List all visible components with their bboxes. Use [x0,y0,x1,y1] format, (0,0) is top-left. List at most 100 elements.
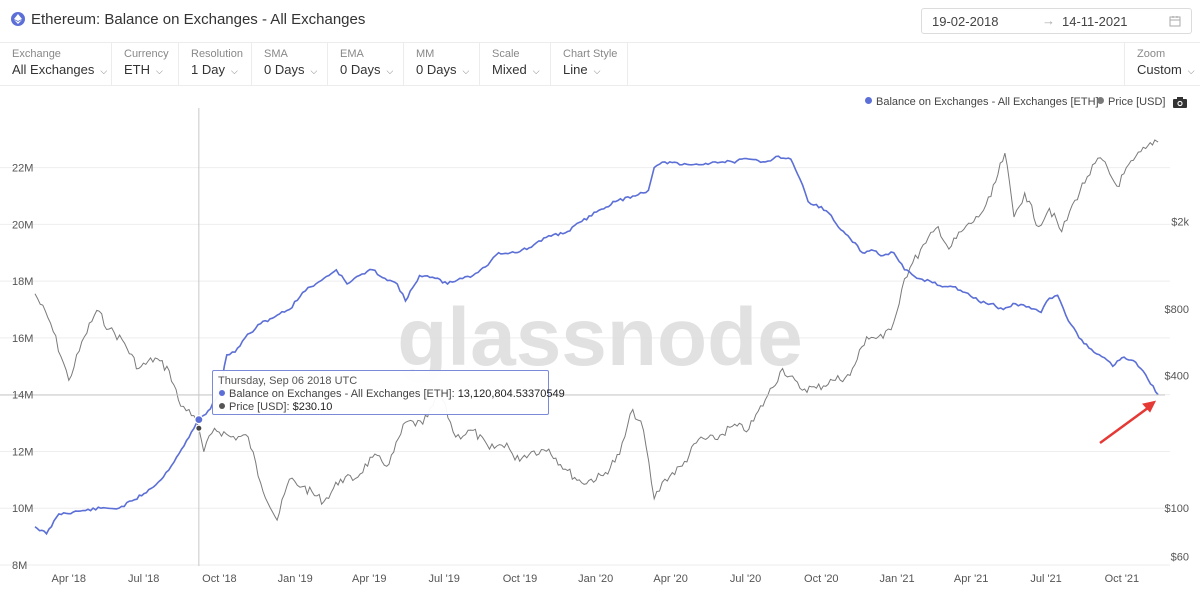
tooltip-balance-value: 13,120,804.53370549 [457,388,565,400]
annotation-arrow [1099,400,1157,445]
x-tick-label: Oct '18 [202,573,237,585]
y-left-tick-label: 16M [12,333,33,345]
chevron-down-icon: ⌵ [156,66,163,76]
exchange-label: Exchange [12,48,61,60]
x-tick-label: Jul '21 [1030,573,1061,585]
date-to[interactable]: 14-11-2021 [1062,14,1128,29]
tooltip-price-dot [219,403,225,409]
chevron-down-icon: ⌵ [462,66,470,76]
currency-label: Currency [124,48,169,60]
mm-label: MM [416,48,435,60]
ema-value: 0 Days [340,62,381,77]
sma-value: 0 Days [264,62,305,77]
x-tick-label: Jul '19 [428,573,459,585]
legend-swatch-balance [865,97,872,104]
scale-value: Mixed [492,62,527,77]
x-tick-label: Oct '19 [503,573,538,585]
currency-select[interactable]: Currency ETH ⌵ [112,43,179,85]
chevron-down-icon: ⌵ [532,66,540,76]
chevron-down-icon: ⌵ [593,66,601,76]
y-left-tick-label: 22M [12,163,33,175]
chart-style-select[interactable]: Chart Style Line ⌵ [551,43,628,85]
ethereum-icon [11,12,25,26]
legend-swatch-price [1097,97,1104,104]
chevron-down-icon: ⌵ [1187,66,1195,76]
resolution-label: Resolution [191,48,243,60]
exchange-value: All Exchanges [12,62,95,77]
x-tick-label: Oct '20 [804,573,839,585]
chevron-down-icon: ⌵ [100,66,108,76]
x-tick-label: Apr '19 [352,573,387,585]
chart-style-label: Chart Style [563,48,618,60]
arrow-shaft [1099,404,1152,445]
y-right-tick-label: $100 [1165,503,1189,515]
currency-value: ETH [124,62,150,77]
y-left-tick-label: 14M [12,390,33,402]
tooltip-balance-dot [219,390,225,396]
zoom-select[interactable]: Zoom Custom ⌵ [1124,43,1200,85]
mm-value: 0 Days [416,62,457,77]
sma-label: SMA [264,48,288,60]
date-range-picker[interactable]: 19-02-2018 → 14-11-2021 [921,8,1192,34]
arrow-head [1142,400,1157,413]
ema-label: EMA [340,48,364,60]
resolution-value: 1 Day [191,62,225,77]
x-tick-label: Jul '18 [128,573,159,585]
axis-ticks: 8M 10M 12M 14M 16M 18M 20M 22M $60 $100 $400 $800 $2… [12,163,1189,585]
scale-label: Scale [492,48,520,60]
zoom-label: Zoom [1137,48,1166,60]
chart-header: Ethereum: Balance on Exchanges - All Exc… [0,0,1200,40]
legend-label-balance: Balance on Exchanges - All Exchanges [ET… [876,96,1099,108]
x-tick-label: Apr '21 [954,573,989,585]
tooltip-price-value: $230.10 [292,401,333,413]
mm-select[interactable]: MM 0 Days ⌵ [404,43,480,85]
price-series [34,139,1159,522]
date-from[interactable]: 19-02-2018 [932,14,999,29]
price-line [34,139,1159,522]
arrow-right-icon: → [1042,13,1055,28]
y-left-tick-label: 12M [12,446,33,458]
x-tick-label: Jan '20 [578,573,613,585]
x-tick-label: Apr '18 [51,573,86,585]
y-right-tick-label: $400 [1165,370,1189,382]
chart-style-value: Line [563,62,588,77]
chart-legend: Balance on Exchanges - All Exchanges [ET… [865,96,1190,112]
crosshair [0,108,1165,566]
chevron-down-icon: ⌵ [386,66,394,76]
tooltip-date: Thursday, Sep 06 2018 UTC [218,375,358,387]
hover-marker-price [195,424,203,432]
x-tick-label: Apr '20 [653,573,688,585]
watermark: glassnode [397,292,803,383]
y-left-tick-label: 8M [12,560,27,572]
ema-select[interactable]: EMA 0 Days ⌵ [328,43,404,85]
y-right-tick-label: $60 [1171,552,1189,564]
calendar-icon[interactable] [1169,15,1181,27]
zoom-value: Custom [1137,62,1182,77]
page-title: Ethereum: Balance on Exchanges - All Exc… [31,11,366,28]
hover-marker-balance [194,415,204,425]
scale-select[interactable]: Scale Mixed ⌵ [480,43,551,85]
y-right-tick-label: $2k [1171,217,1189,229]
exchange-select[interactable]: Exchange All Exchanges ⌵ [0,43,112,85]
tooltip-price-label: Price [USD]: [229,401,290,413]
x-tick-label: Jan '21 [879,573,914,585]
legend-item-balance[interactable]: Balance on Exchanges - All Exchanges [ET… [865,96,1099,108]
chevron-down-icon: ⌵ [310,66,318,76]
legend-label-price: Price [USD] [1108,96,1166,108]
chart-controls: Exchange All Exchanges ⌵ Currency ETH ⌵ Re… [0,42,1200,86]
y-right-tick-label: $800 [1165,304,1189,316]
legend-item-price[interactable]: Price [USD] [1097,96,1165,108]
sma-select[interactable]: SMA 0 Days ⌵ [252,43,328,85]
y-left-tick-label: 18M [12,276,33,288]
resolution-select[interactable]: Resolution 1 Day ⌵ [179,43,252,85]
y-left-tick-label: 20M [12,219,33,231]
x-tick-label: Oct '21 [1105,573,1140,585]
chevron-down-icon: ⌵ [230,66,238,76]
x-tick-label: Jan '19 [278,573,313,585]
tooltip-balance-label: Balance on Exchanges - All Exchanges [ET… [229,388,455,400]
camera-icon[interactable] [1173,96,1187,108]
hover-tooltip: Thursday, Sep 06 2018 UTC Balance on Exc… [212,370,565,415]
x-tick-label: Jul '20 [730,573,761,585]
y-left-tick-label: 10M [12,503,33,515]
